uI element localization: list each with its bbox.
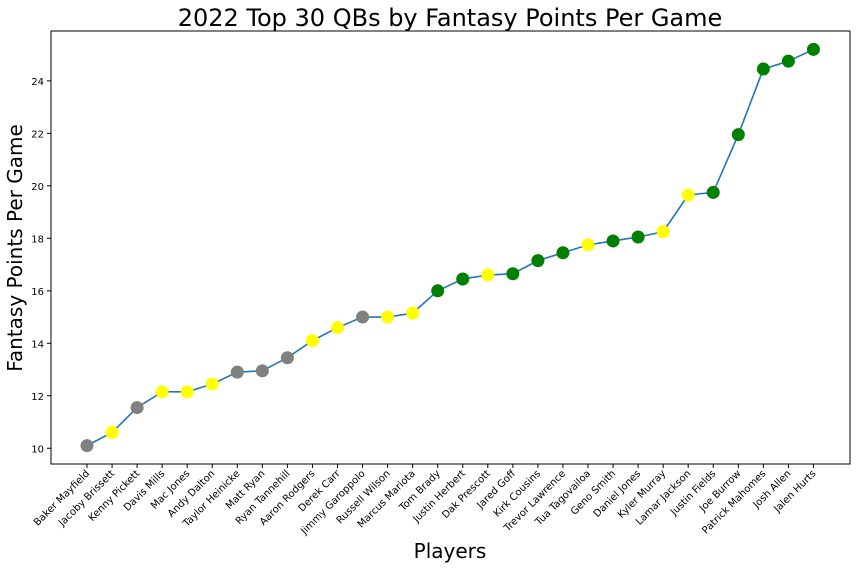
data-point <box>255 364 269 378</box>
y-tick-label: 22 <box>31 129 44 140</box>
series-line <box>86 48 814 447</box>
data-point <box>706 185 720 199</box>
data-point <box>581 238 595 252</box>
data-point <box>331 321 344 335</box>
data-point <box>506 267 520 281</box>
x-axis-label: Players <box>414 539 487 563</box>
y-tick-label: 14 <box>31 339 44 350</box>
data-point <box>205 377 219 391</box>
data-point <box>481 268 495 282</box>
data-point <box>456 272 470 286</box>
y-tick-label: 20 <box>31 182 44 193</box>
data-point <box>556 246 570 260</box>
y-tick-label: 24 <box>31 77 44 88</box>
data-point <box>381 310 395 324</box>
data-point <box>356 310 370 324</box>
data-point <box>631 230 645 244</box>
data-point <box>681 188 695 202</box>
data-point <box>731 128 745 142</box>
y-tick-label: 16 <box>31 287 44 298</box>
data-point <box>130 401 144 415</box>
data-point <box>230 365 244 379</box>
data-point <box>431 284 445 298</box>
data-point <box>305 334 319 348</box>
data-point <box>606 234 620 248</box>
plot-area-frame <box>50 30 851 465</box>
chart-title: 2022 Top 30 QBs by Fantasy Points Per Ga… <box>178 4 723 32</box>
data-point <box>806 42 820 56</box>
data-point <box>80 439 94 453</box>
y-tick-label: 12 <box>31 392 44 403</box>
data-point <box>406 306 420 320</box>
data-point <box>756 62 770 76</box>
data-point <box>531 254 545 268</box>
data-point <box>280 351 294 365</box>
y-tick-label: 10 <box>31 444 44 455</box>
y-axis-label: Fantasy Points Per Game <box>3 124 27 372</box>
y-ticks: 10 12 14 16 18 20 22 24 <box>31 77 51 455</box>
data-points <box>80 42 820 453</box>
data-point <box>105 426 119 440</box>
y-tick-label: 18 <box>31 234 44 245</box>
data-point <box>656 225 670 239</box>
data-point <box>781 54 795 68</box>
data-point <box>180 385 194 399</box>
data-point <box>155 385 169 399</box>
